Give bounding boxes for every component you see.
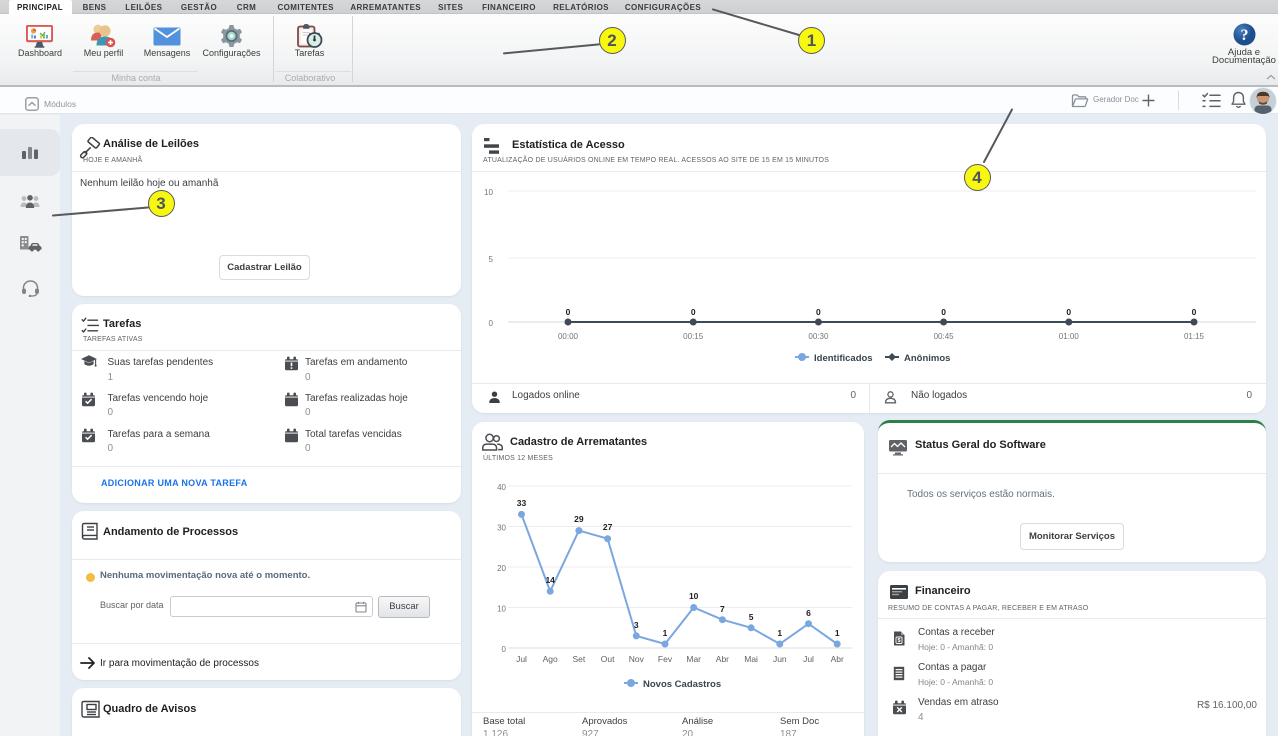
svg-text:3: 3 xyxy=(634,620,639,630)
svg-text:29: 29 xyxy=(574,514,584,524)
svg-text:10: 10 xyxy=(497,605,506,614)
svg-text:Fev: Fev xyxy=(658,654,673,664)
svg-text:0: 0 xyxy=(691,307,696,317)
svg-text:7: 7 xyxy=(720,604,725,614)
svg-text:Novos Cadastros: Novos Cadastros xyxy=(643,679,721,690)
svg-text:10: 10 xyxy=(689,591,699,601)
svg-text:10: 10 xyxy=(484,188,493,197)
svg-text:1: 1 xyxy=(835,628,840,638)
svg-text:Set: Set xyxy=(573,654,586,664)
svg-text:5: 5 xyxy=(749,612,754,622)
svg-text:5: 5 xyxy=(489,255,494,264)
svg-text:0: 0 xyxy=(502,645,507,654)
svg-text:Out: Out xyxy=(601,654,615,664)
svg-text:0: 0 xyxy=(816,307,821,317)
svg-text:Mai: Mai xyxy=(744,654,758,664)
svg-text:Identificados: Identificados xyxy=(814,353,873,364)
svg-text:33: 33 xyxy=(517,498,527,508)
svg-text:14: 14 xyxy=(545,575,555,585)
svg-text:0: 0 xyxy=(1192,307,1197,317)
svg-text:Jun: Jun xyxy=(773,654,787,664)
svg-text:$: $ xyxy=(897,638,900,644)
svg-text:00:45: 00:45 xyxy=(934,332,955,341)
svg-text:Jul: Jul xyxy=(803,654,814,664)
svg-text:Ago: Ago xyxy=(543,654,558,664)
svg-text:00:15: 00:15 xyxy=(683,332,704,341)
svg-text:Abr: Abr xyxy=(716,654,729,664)
svg-text:00:00: 00:00 xyxy=(558,332,579,341)
svg-text:20: 20 xyxy=(497,564,506,573)
svg-text:1: 1 xyxy=(663,628,668,638)
svg-text:0: 0 xyxy=(1066,307,1071,317)
svg-text:?: ? xyxy=(1241,27,1249,44)
svg-text:Mar: Mar xyxy=(686,654,701,664)
svg-text:Abr: Abr xyxy=(831,654,844,664)
svg-text:0: 0 xyxy=(941,307,946,317)
svg-text:6: 6 xyxy=(806,608,811,618)
svg-text:Anônimos: Anônimos xyxy=(904,353,950,364)
svg-text:01:00: 01:00 xyxy=(1059,332,1080,341)
svg-text:30: 30 xyxy=(497,524,506,533)
svg-text:Jul: Jul xyxy=(516,654,527,664)
svg-text:Nov: Nov xyxy=(629,654,645,664)
svg-text:27: 27 xyxy=(603,522,613,532)
svg-text:00:30: 00:30 xyxy=(808,332,829,341)
svg-text:40: 40 xyxy=(497,483,506,492)
svg-text:01:15: 01:15 xyxy=(1184,332,1205,341)
svg-text:0: 0 xyxy=(489,319,494,328)
svg-text:0: 0 xyxy=(566,307,571,317)
svg-text:1: 1 xyxy=(777,628,782,638)
